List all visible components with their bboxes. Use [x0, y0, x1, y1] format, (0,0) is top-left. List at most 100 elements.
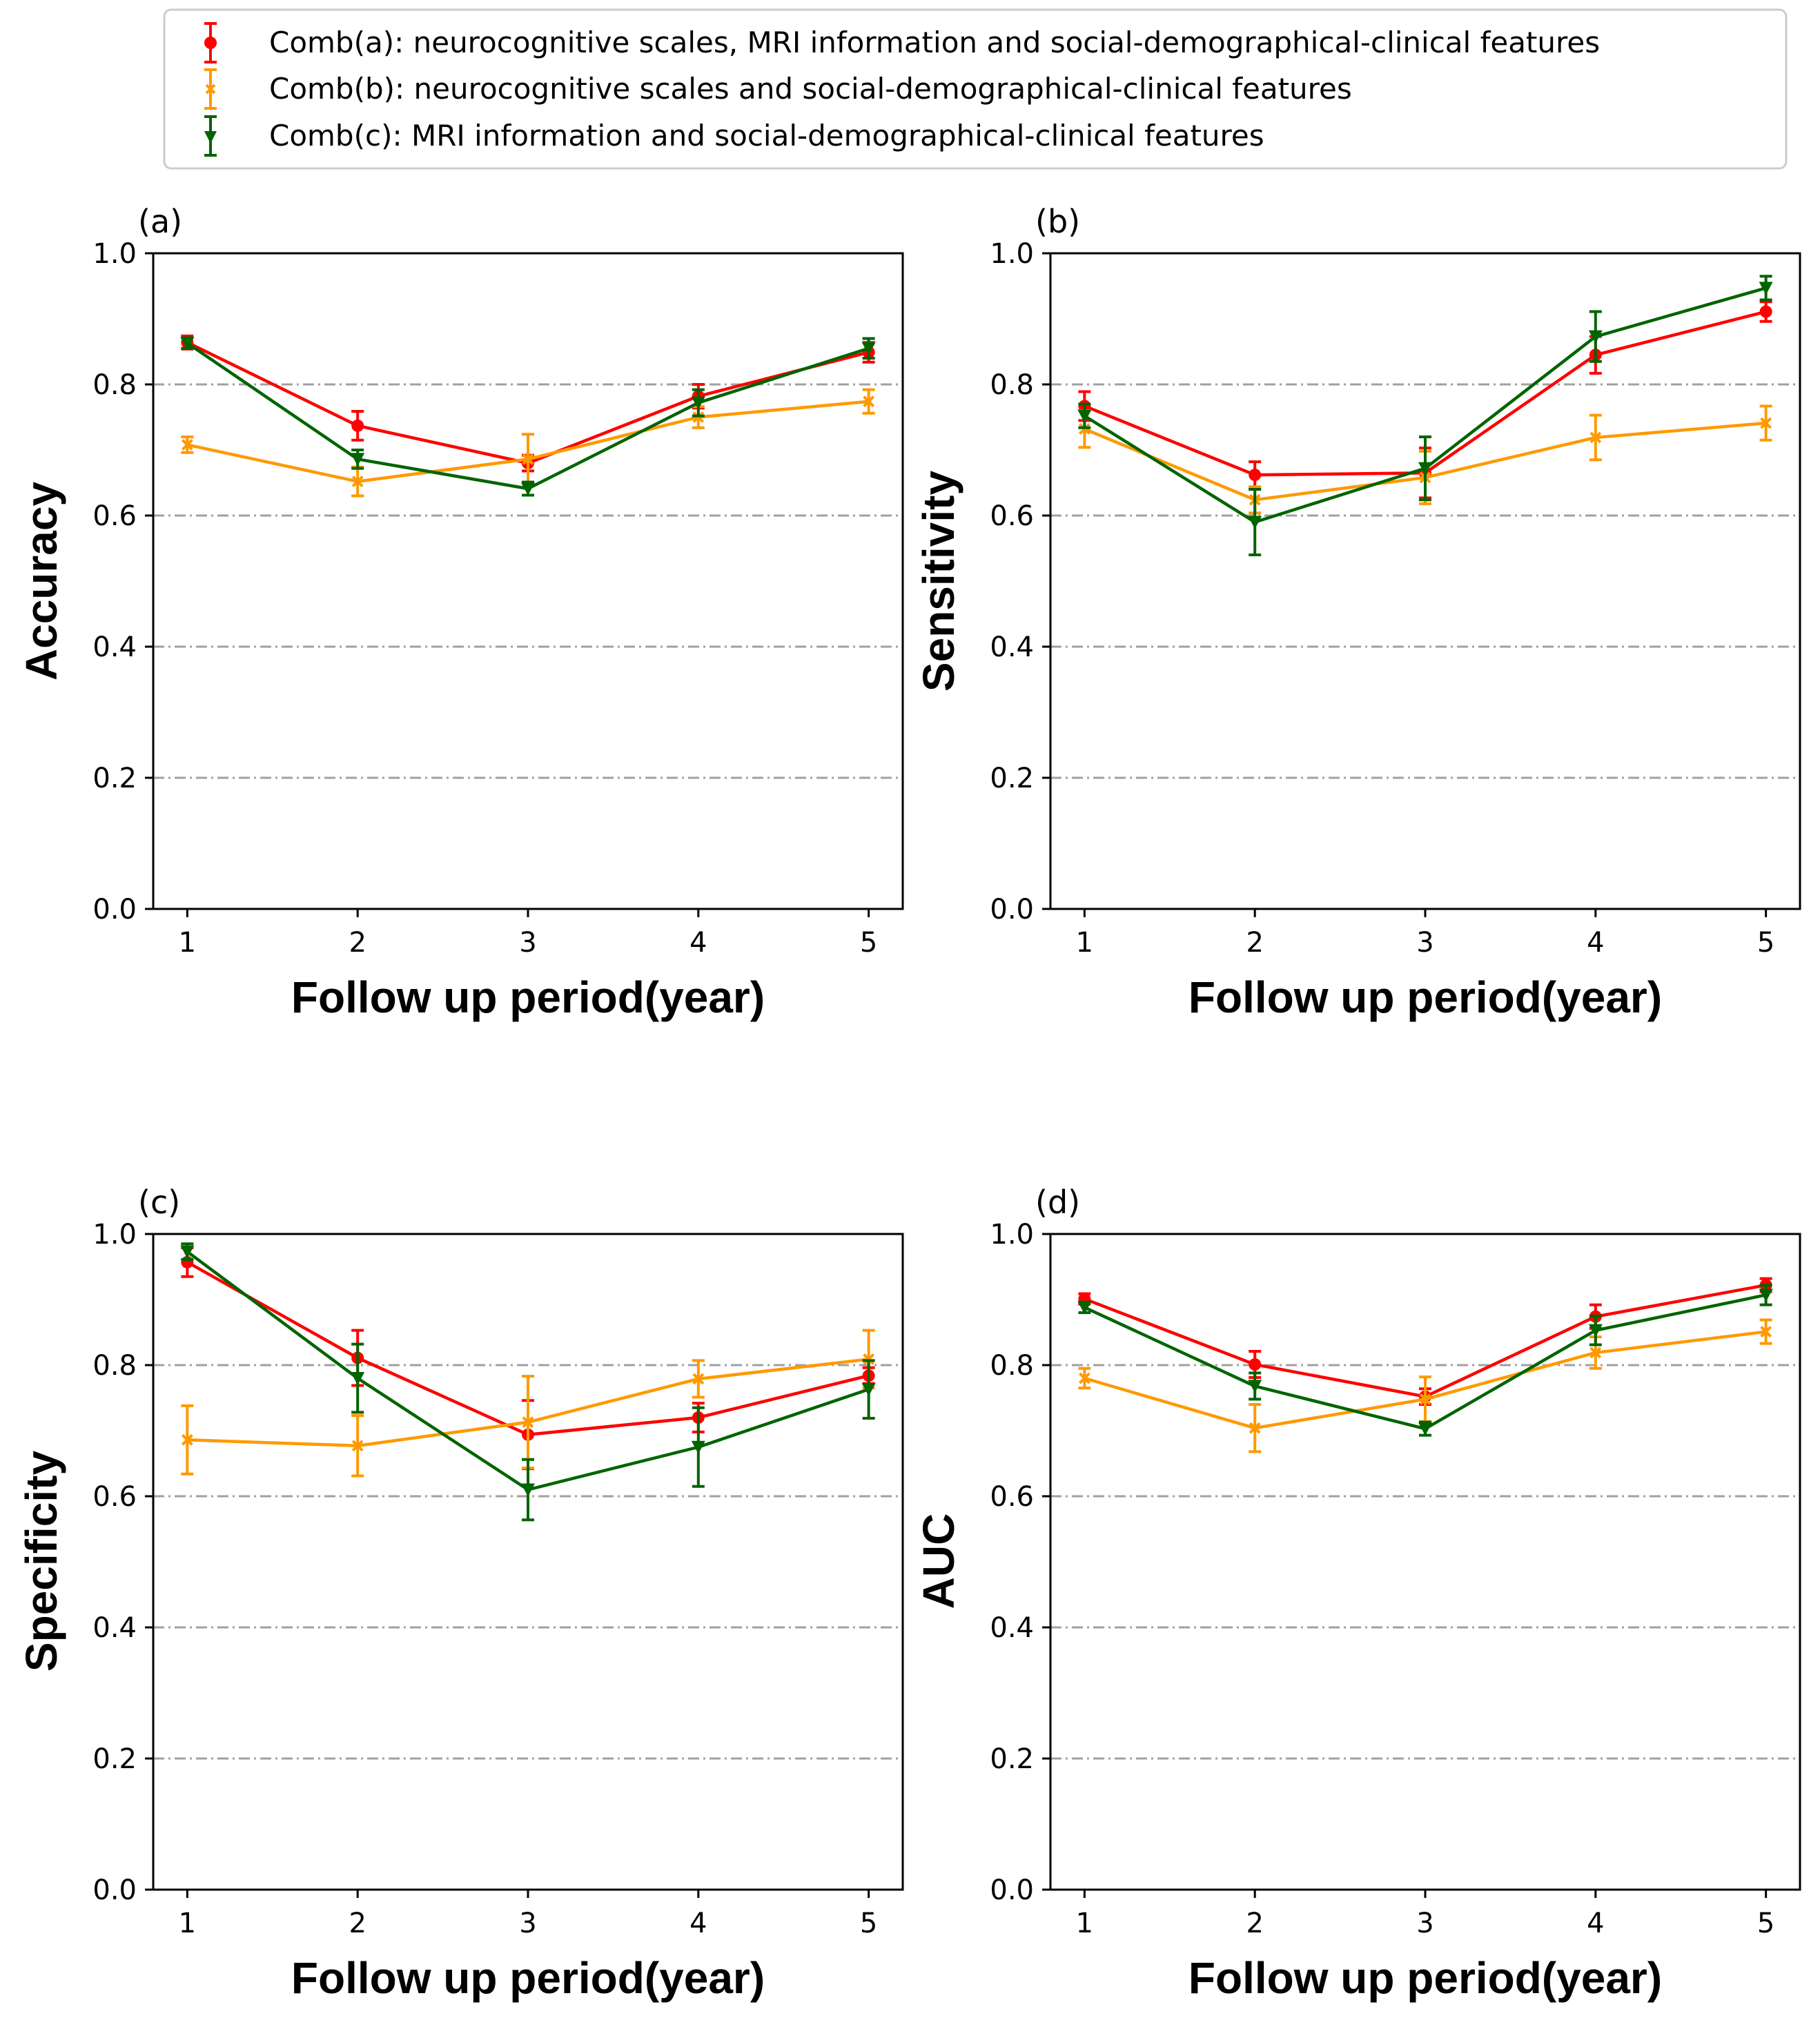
panel-b-point-comb-b: [1589, 431, 1602, 444]
panel-b-point-comb-c: [1759, 282, 1773, 295]
panel-a-series-comb-c: [180, 336, 876, 497]
panel-b-xlabel: Follow up period(year): [1188, 972, 1662, 1022]
panel-d-ytick-label: 1.0: [990, 1219, 1034, 1251]
panel-a-point-comb-c: [861, 342, 876, 355]
legend-marker-comb-b: [204, 68, 217, 110]
panel-b-text: (b) Follow up period(year) Sensitivity: [914, 203, 1662, 1022]
panel-b-xtick-label: 2: [1246, 927, 1263, 959]
panel-c-label: (c): [138, 1184, 180, 1221]
panel-c-ytick-label: 0.4: [92, 1612, 137, 1644]
panel-a-ytick-label: 0.4: [92, 631, 137, 663]
panel-b-axes-frame: [1049, 252, 1801, 910]
panel-b-plot: 0.0 0.2 0.4 0.6 0.8 1.0 1 2 3 4 5: [990, 238, 1801, 959]
panel-b-xtick-label: 4: [1587, 927, 1604, 959]
legend-entry-comb-a: Comb(a): neurocognitive scales, MRI info…: [204, 22, 1600, 63]
panel-b-xtick-label: 1: [1076, 927, 1093, 959]
panel-b-point-comb-c: [1418, 462, 1432, 476]
panel-a-point-comb-b: [181, 438, 193, 451]
panel-a-ytick-label: 0.0: [92, 894, 137, 925]
panel-a-point-comb-c: [691, 396, 705, 410]
panel-a-xtick-label: 4: [689, 927, 707, 959]
panel-a-point-comb-c: [180, 337, 195, 351]
panel-a-point-comb-c: [521, 482, 535, 496]
panel-b-ytick-label: 0.8: [990, 369, 1034, 401]
panel-b-ytick-label: 0.2: [990, 763, 1034, 794]
panel-b-point-comb-c: [1248, 516, 1262, 529]
panel-d-xtick-label: 1: [1076, 1908, 1093, 1939]
panel-c-text: (c) Follow up period(year) Specificity: [17, 1184, 765, 2003]
panel-c-ytick-label: 0.8: [92, 1350, 137, 1382]
panel-a-ytick-label: 0.2: [92, 763, 137, 794]
panel-d-series-comb-b: [1078, 1318, 1772, 1453]
legend-label-comb-b: Comb(b): neurocognitive scales and socia…: [269, 72, 1352, 106]
panel-b-series-comb-c: [1077, 275, 1773, 556]
legend-label-comb-a: Comb(a): neurocognitive scales, MRI info…: [269, 26, 1600, 59]
panel-c-point-comb-c: [691, 1440, 705, 1454]
panel-c-xtick-label: 3: [519, 1908, 536, 1939]
panel-a-ytick-label: 1.0: [92, 238, 137, 270]
panel-d-label: (d): [1035, 1184, 1080, 1221]
panel-c-point-comb-b: [181, 1433, 193, 1446]
panel-b-xtick-label: 5: [1757, 927, 1774, 959]
panel-a-xtick-label: 3: [519, 927, 536, 959]
panel-c-point-comb-c: [521, 1483, 535, 1497]
panel-b-xtick-label: 3: [1416, 927, 1434, 959]
panel-d-xtick-label: 2: [1246, 1908, 1263, 1939]
legend-frame: [163, 8, 1788, 170]
panel-d-point-comb-b: [1078, 1372, 1090, 1384]
panel-a-ytick-label: 0.8: [92, 369, 137, 401]
legend-marker-comb-c: [204, 115, 217, 157]
panel-a-point-comb-b: [522, 453, 534, 465]
panel-a-plot: 0.0 0.2 0.4 0.6 0.8 1.0 1 2 3 4 5: [92, 238, 904, 959]
legend-entry-comb-c: Comb(c): MRI information and social-demo…: [204, 115, 1264, 157]
legend-label-comb-c: Comb(c): MRI information and social-demo…: [269, 119, 1264, 153]
legend-entry-comb-b: Comb(b): neurocognitive scales and socia…: [204, 68, 1352, 110]
panel-b-point-comb-a: [1759, 305, 1772, 318]
panel-d-series-comb-c: [1077, 1284, 1773, 1437]
panel-d-xtick-label: 5: [1757, 1908, 1774, 1939]
panel-c-xtick-label: 4: [689, 1908, 707, 1939]
panel-b-point-comb-c: [1077, 409, 1092, 423]
panel-c-point-comb-b: [522, 1416, 534, 1429]
panel-a-point-comb-b: [863, 395, 875, 408]
panel-a-ytick-label: 0.6: [92, 500, 137, 532]
panel-c-axes-frame: [152, 1233, 904, 1891]
panel-a-xtick-label: 5: [860, 927, 877, 959]
panel-a-xtick-label: 2: [349, 927, 366, 959]
panel-b-label: (b): [1035, 203, 1080, 240]
panel-a-axes-frame: [152, 252, 904, 910]
panel-c-xtick-label: 2: [349, 1908, 366, 1939]
panel-d-xtick-label: 3: [1416, 1908, 1434, 1939]
panel-c-ylabel: Specificity: [17, 1451, 66, 1672]
panel-c-ytick-label: 0.0: [92, 1874, 137, 1906]
panel-c-point-comb-c: [180, 1245, 195, 1259]
panel-d-xlabel: Follow up period(year): [1188, 1953, 1662, 2003]
panel-d-point-comb-c: [1588, 1324, 1603, 1338]
panel-c-point-comb-b: [351, 1440, 364, 1452]
panel-d-point-comb-b: [1760, 1326, 1772, 1338]
panel-b-ytick-label: 0.0: [990, 894, 1034, 925]
panel-d-axes-frame: [1049, 1233, 1801, 1891]
legend-marker-comb-a: [204, 22, 217, 63]
panel-c-xtick-label: 5: [860, 1908, 877, 1939]
panel-c-ytick-label: 0.2: [92, 1743, 137, 1775]
panel-d-ytick-label: 0.8: [990, 1350, 1034, 1382]
panel-d-ytick-label: 0.4: [990, 1612, 1034, 1644]
panel-a-text: (a) Follow up period(year) Accuracy: [17, 203, 765, 1022]
panel-b-point-comb-b: [1760, 417, 1772, 429]
panel-a-ylabel: Accuracy: [17, 482, 66, 681]
panel-c-point-comb-c: [861, 1383, 876, 1397]
panel-d-point-comb-c: [1077, 1301, 1092, 1315]
panel-d-point-comb-a: [1249, 1358, 1262, 1371]
panel-d-ytick-label: 0.6: [990, 1481, 1034, 1513]
panel-c-xtick-label: 1: [179, 1908, 196, 1939]
legend: Comb(a): neurocognitive scales, MRI info…: [163, 8, 1788, 170]
panel-d-point-comb-c: [1759, 1289, 1773, 1302]
panel-b-point-comb-a: [1249, 469, 1262, 482]
panel-a-point-comb-b: [351, 476, 364, 488]
panel-a-point-comb-a: [351, 419, 364, 432]
panel-d-xtick-label: 4: [1587, 1908, 1604, 1939]
panel-a-xlabel: Follow up period(year): [291, 972, 765, 1022]
